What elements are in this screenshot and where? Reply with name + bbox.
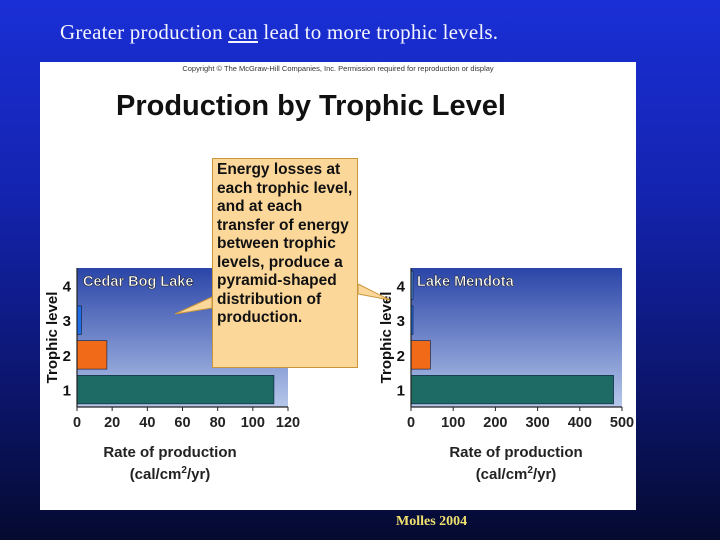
x-tick-label: 80 <box>210 415 226 431</box>
lake-name-label: Cedar Bog Lake <box>83 274 193 290</box>
x-unit-prefix: (cal/cm <box>476 466 528 483</box>
chart-mendota: 1 2 3 4 0 100 200 300 400 500 Lake Mendota Trophic … <box>378 268 634 483</box>
title-text-underlined: can <box>228 20 258 44</box>
callout-box: Energy losses at each trophic level, and… <box>212 158 358 368</box>
copyright-notice: Copyright © The McGraw-Hill Companies, I… <box>182 64 494 73</box>
x-tick-label: 0 <box>73 415 81 431</box>
x-tick-label: 400 <box>568 415 592 431</box>
x-unit-superscript: 2 <box>527 465 533 476</box>
bar-level-1 <box>410 375 614 405</box>
x-tick-label: 300 <box>525 415 549 431</box>
x-tick-label: 100 <box>441 415 465 431</box>
y-tick-label: 4 <box>397 278 406 295</box>
citation-footer: Molles 2004 <box>396 514 468 529</box>
bar-level-2 <box>410 340 431 370</box>
x-tick-label: 100 <box>241 415 265 431</box>
x-unit-suffix: /yr) <box>187 466 210 483</box>
y-tick-label: 3 <box>397 313 405 330</box>
y-axis-label: Trophic level <box>378 292 395 384</box>
x-tick-label: 120 <box>276 415 300 431</box>
x-tick-label: 200 <box>483 415 507 431</box>
x-unit-suffix: /yr) <box>533 466 556 483</box>
title-text-end: lead to more trophic levels. <box>257 20 499 44</box>
x-axis-label: Rate of production <box>449 444 582 461</box>
x-tick-label: 0 <box>407 415 415 431</box>
x-axis-label: Rate of production <box>103 444 236 461</box>
y-tick-label: 3 <box>63 313 71 330</box>
x-axis-unit: (cal/cm2/yr) <box>130 465 211 483</box>
figure-panel: Copyright © The McGraw-Hill Companies, I… <box>40 62 636 510</box>
y-tick-label: 1 <box>397 383 405 400</box>
x-tick-label: 40 <box>139 415 155 431</box>
y-tick-label: 2 <box>397 348 405 365</box>
x-tick-label: 60 <box>174 415 190 431</box>
callout-pointer-right <box>357 283 391 301</box>
x-tick-label: 20 <box>104 415 120 431</box>
bar-level-3 <box>76 305 82 335</box>
x-unit-superscript: 2 <box>181 465 187 476</box>
y-tick-label: 1 <box>63 383 71 400</box>
figure-title: Production by Trophic Level <box>116 90 506 122</box>
x-axis-unit: (cal/cm2/yr) <box>476 465 557 483</box>
title-text-start: Greater production <box>60 20 229 44</box>
bar-level-2 <box>76 340 108 370</box>
slide-title: Greater production can lead to more trop… <box>60 20 700 45</box>
y-tick-label: 4 <box>63 278 72 295</box>
x-unit-prefix: (cal/cm <box>130 466 182 483</box>
y-axis-label: Trophic level <box>44 292 61 384</box>
lake-name-label: Lake Mendota <box>417 274 515 290</box>
bar-level-1 <box>76 375 275 405</box>
x-tick-label: 500 <box>610 415 634 431</box>
y-tick-label: 2 <box>63 348 71 365</box>
